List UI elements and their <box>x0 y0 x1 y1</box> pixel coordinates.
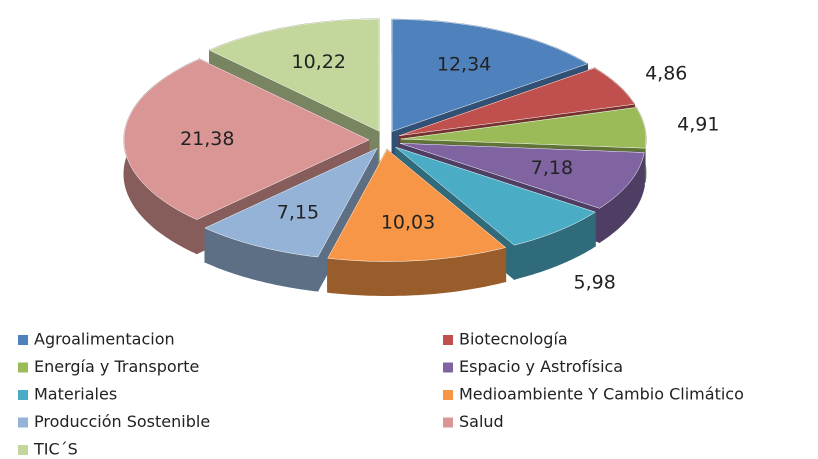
legend-label: TIC´S <box>33 440 78 459</box>
slice-top <box>208 18 380 132</box>
slice-top <box>123 58 370 220</box>
slice-top <box>327 149 507 262</box>
data-label: 21,38 <box>180 128 234 150</box>
data-label: 7,18 <box>531 157 573 179</box>
legend-swatch <box>18 335 28 345</box>
legend-swatch <box>443 390 453 400</box>
legend-swatch <box>443 417 453 428</box>
data-label: 7,15 <box>277 201 319 223</box>
data-label: 12,34 <box>437 54 491 76</box>
data-label: 4,91 <box>677 114 719 136</box>
legend-swatch <box>18 445 28 455</box>
legend-swatch <box>443 362 453 373</box>
slice-top <box>399 143 645 209</box>
slice-top <box>391 19 588 132</box>
data-label: 4,86 <box>645 63 687 85</box>
legend-label: Biotecnología <box>459 330 568 349</box>
legend-label: Medioambiente Y Cambio Climático <box>459 385 744 404</box>
slice-top <box>399 67 635 136</box>
slice-top <box>204 147 378 258</box>
legend-swatch <box>18 417 28 428</box>
slice-top <box>395 146 596 246</box>
legend-label: Energía y Transporte <box>34 357 199 376</box>
legend-label: Producción Sostenible <box>34 412 210 431</box>
data-label: 10,22 <box>292 51 346 73</box>
slice-top <box>400 107 647 149</box>
legend-label: Espacio y Astrofísica <box>459 357 623 376</box>
legend-swatch <box>443 335 453 345</box>
data-label: 5,98 <box>573 272 615 294</box>
legend-swatch <box>18 390 28 400</box>
legend-label: Salud <box>459 412 504 431</box>
legend-label: Agroalimentacion <box>34 330 175 349</box>
legend-swatch <box>18 362 28 373</box>
slice <box>327 148 507 296</box>
legend-label: Materiales <box>34 385 117 404</box>
data-label: 10,03 <box>381 211 435 233</box>
